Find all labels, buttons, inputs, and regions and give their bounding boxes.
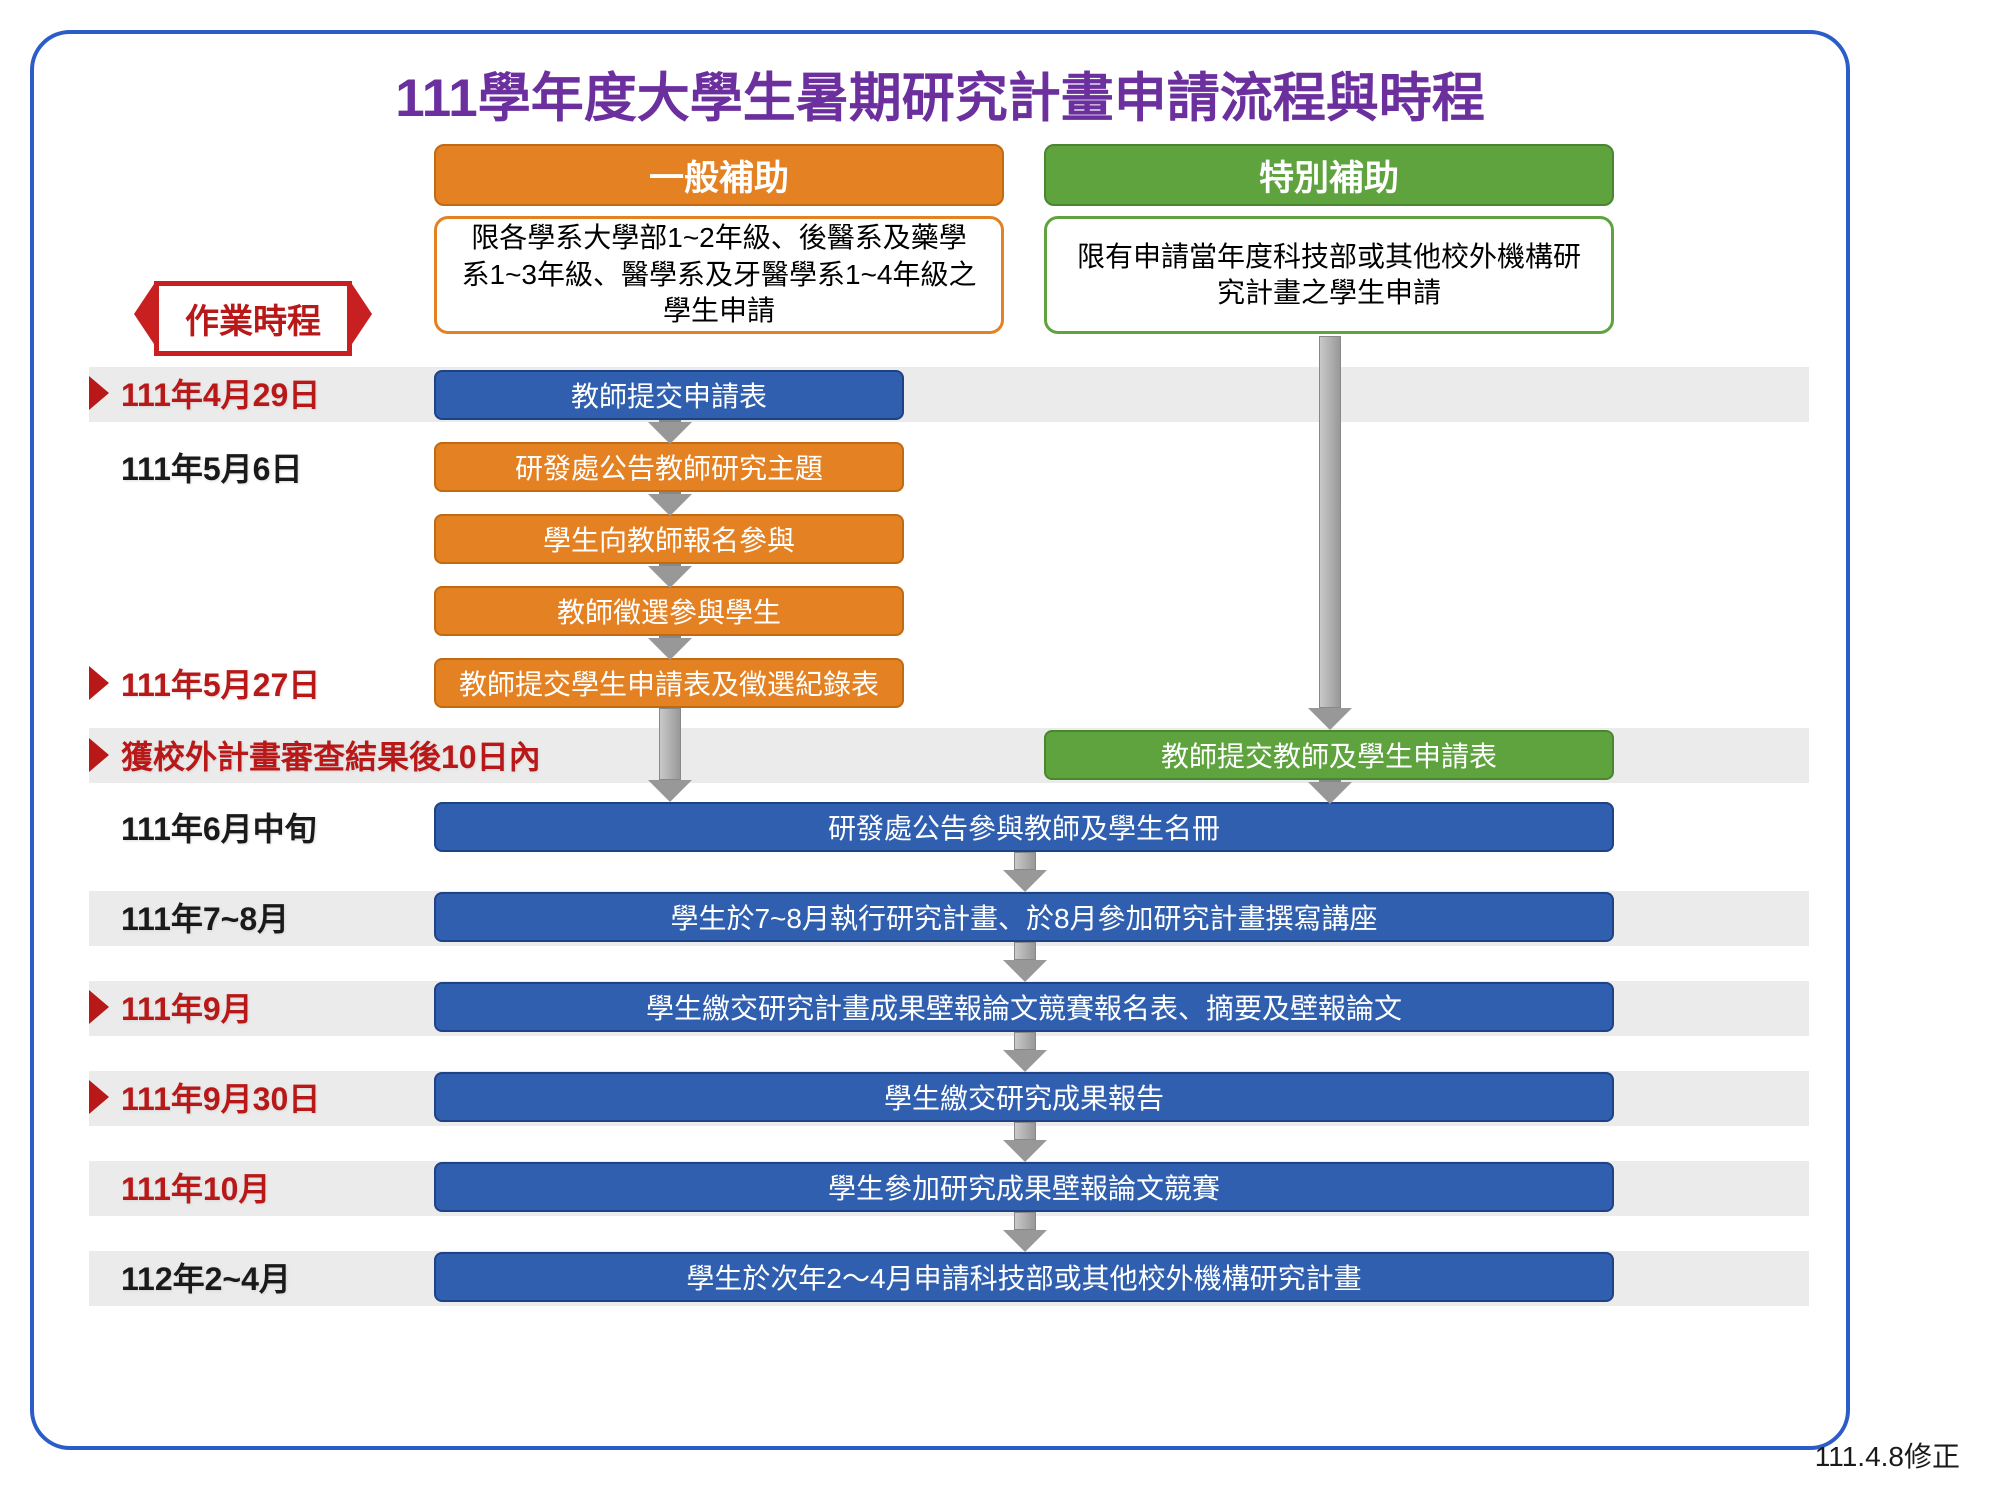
row-bg: [89, 367, 1809, 422]
date-text: 111年7~8月: [121, 894, 289, 940]
chevron-right-icon: [89, 990, 109, 1024]
date-label: 111年5月27日: [89, 660, 320, 706]
step-execute: 學生於7~8月執行研究計畫、於8月參加研究計畫撰寫講座: [434, 892, 1614, 942]
arrow-down-icon: [1314, 780, 1346, 804]
arrow-down-icon: [654, 420, 686, 444]
arrow-down-icon: [654, 492, 686, 516]
time-schedule-label: 作業時程: [154, 281, 352, 356]
step-poster-contest: 學生參加研究成果壁報論文競賽: [434, 1162, 1614, 1212]
arrow-down-icon: [654, 636, 686, 660]
arrow-down-icon: [1009, 852, 1041, 892]
step-announce-topics: 研發處公告教師研究主題: [434, 442, 904, 492]
footer-revision-note: 111.4.8修正: [1815, 1435, 1960, 1475]
header-row: 一般補助 特別補助: [434, 144, 1614, 206]
date-label: 獲校外計畫審查結果後10日內: [89, 732, 541, 778]
date-text: 111年5月6日: [121, 444, 302, 490]
arrow-down-icon: [1009, 1122, 1041, 1162]
step-announce-list: 研發處公告參與教師及學生名冊: [434, 802, 1614, 852]
arrow-down-icon: [654, 708, 686, 802]
date-label: 112年2~4月: [89, 1254, 291, 1300]
date-label: 111年5月6日: [89, 444, 302, 490]
header-special: 特別補助: [1044, 144, 1614, 206]
date-label: 111年9月30日: [89, 1074, 320, 1120]
header-general: 一般補助: [434, 144, 1004, 206]
page-title: 111學年度大學生暑期研究計畫申請流程與時程: [34, 56, 1846, 132]
arrow-down-icon: [1009, 942, 1041, 982]
step-poster-submit: 學生繳交研究計畫成果壁報論文競賽報名表、摘要及壁報論文: [434, 982, 1614, 1032]
date-text: 111年5月27日: [121, 660, 320, 706]
date-text: 111年9月30日: [121, 1074, 320, 1120]
arrow-down-icon: [1314, 336, 1346, 730]
step-report-submit: 學生繳交研究成果報告: [434, 1072, 1614, 1122]
date-text: 112年2~4月: [121, 1254, 291, 1300]
chevron-right-icon: [89, 666, 109, 700]
date-label: 111年9月: [89, 984, 253, 1030]
date-text: 獲校外計畫審查結果後10日內: [121, 732, 541, 778]
date-label: 111年10月: [89, 1164, 270, 1210]
arrow-down-icon: [1009, 1212, 1041, 1252]
arrow-down-icon: [1009, 1032, 1041, 1072]
date-text: 111年9月: [121, 984, 253, 1030]
date-label: 111年4月29日: [89, 370, 320, 416]
date-text: 111年4月29日: [121, 370, 320, 416]
arrow-down-icon: [654, 564, 686, 588]
chevron-right-icon: [89, 738, 109, 772]
desc-special: 限有申請當年度科技部或其他校外機構研究計畫之學生申請: [1044, 216, 1614, 334]
chevron-right-icon: [89, 376, 109, 410]
chevron-right-icon: [89, 1080, 109, 1114]
step-next-year-apply: 學生於次年2～4月申請科技部或其他校外機構研究計畫: [434, 1252, 1614, 1302]
step-special-submit: 教師提交教師及學生申請表: [1044, 730, 1614, 780]
description-row: 限各學系大學部1~2年級、後醫系及藥學系1~3年級、醫學系及牙醫學系1~4年級之…: [434, 216, 1614, 334]
date-label: 111年6月中旬: [89, 804, 317, 850]
desc-general: 限各學系大學部1~2年級、後醫系及藥學系1~3年級、醫學系及牙醫學系1~4年級之…: [434, 216, 1004, 334]
date-text: 111年6月中旬: [121, 804, 317, 850]
step-submit-records: 教師提交學生申請表及徵選紀錄表: [434, 658, 904, 708]
step-student-signup: 學生向教師報名參與: [434, 514, 904, 564]
step-teacher-select: 教師徵選參與學生: [434, 586, 904, 636]
date-label: 111年7~8月: [89, 894, 289, 940]
step-teacher-submit: 教師提交申請表: [434, 370, 904, 420]
flowchart-container: 111學年度大學生暑期研究計畫申請流程與時程 一般補助 特別補助 限各學系大學部…: [30, 30, 1850, 1450]
date-text: 111年10月: [121, 1164, 270, 1210]
